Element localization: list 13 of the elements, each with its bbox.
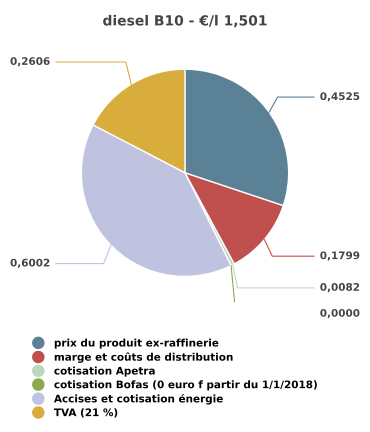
legend-label: prix du produit ex-raffinerie [54, 338, 218, 349]
legend-label: marge et coûts de distribution [54, 352, 233, 363]
legend-label: cotisation Apetra [54, 366, 155, 377]
text: 0,0000 [320, 308, 360, 318]
data-label: 0,2606 [10, 57, 50, 66]
data-label: 0,0082 [320, 283, 360, 292]
data-label: 0,1799 [320, 251, 360, 261]
data-label: 0,4525 [320, 92, 360, 102]
legend-label: cotisation Bofas (0 euro f partir du 1/1/2018) [54, 380, 317, 390]
chart-title: diesel B10 - €/l 1,501 [103, 14, 267, 28]
data-label: 0,6002 [10, 258, 50, 268]
legend-label: TVA (21 %) [54, 408, 118, 418]
legend-label: Accises et cotisation énergie [54, 394, 223, 405]
